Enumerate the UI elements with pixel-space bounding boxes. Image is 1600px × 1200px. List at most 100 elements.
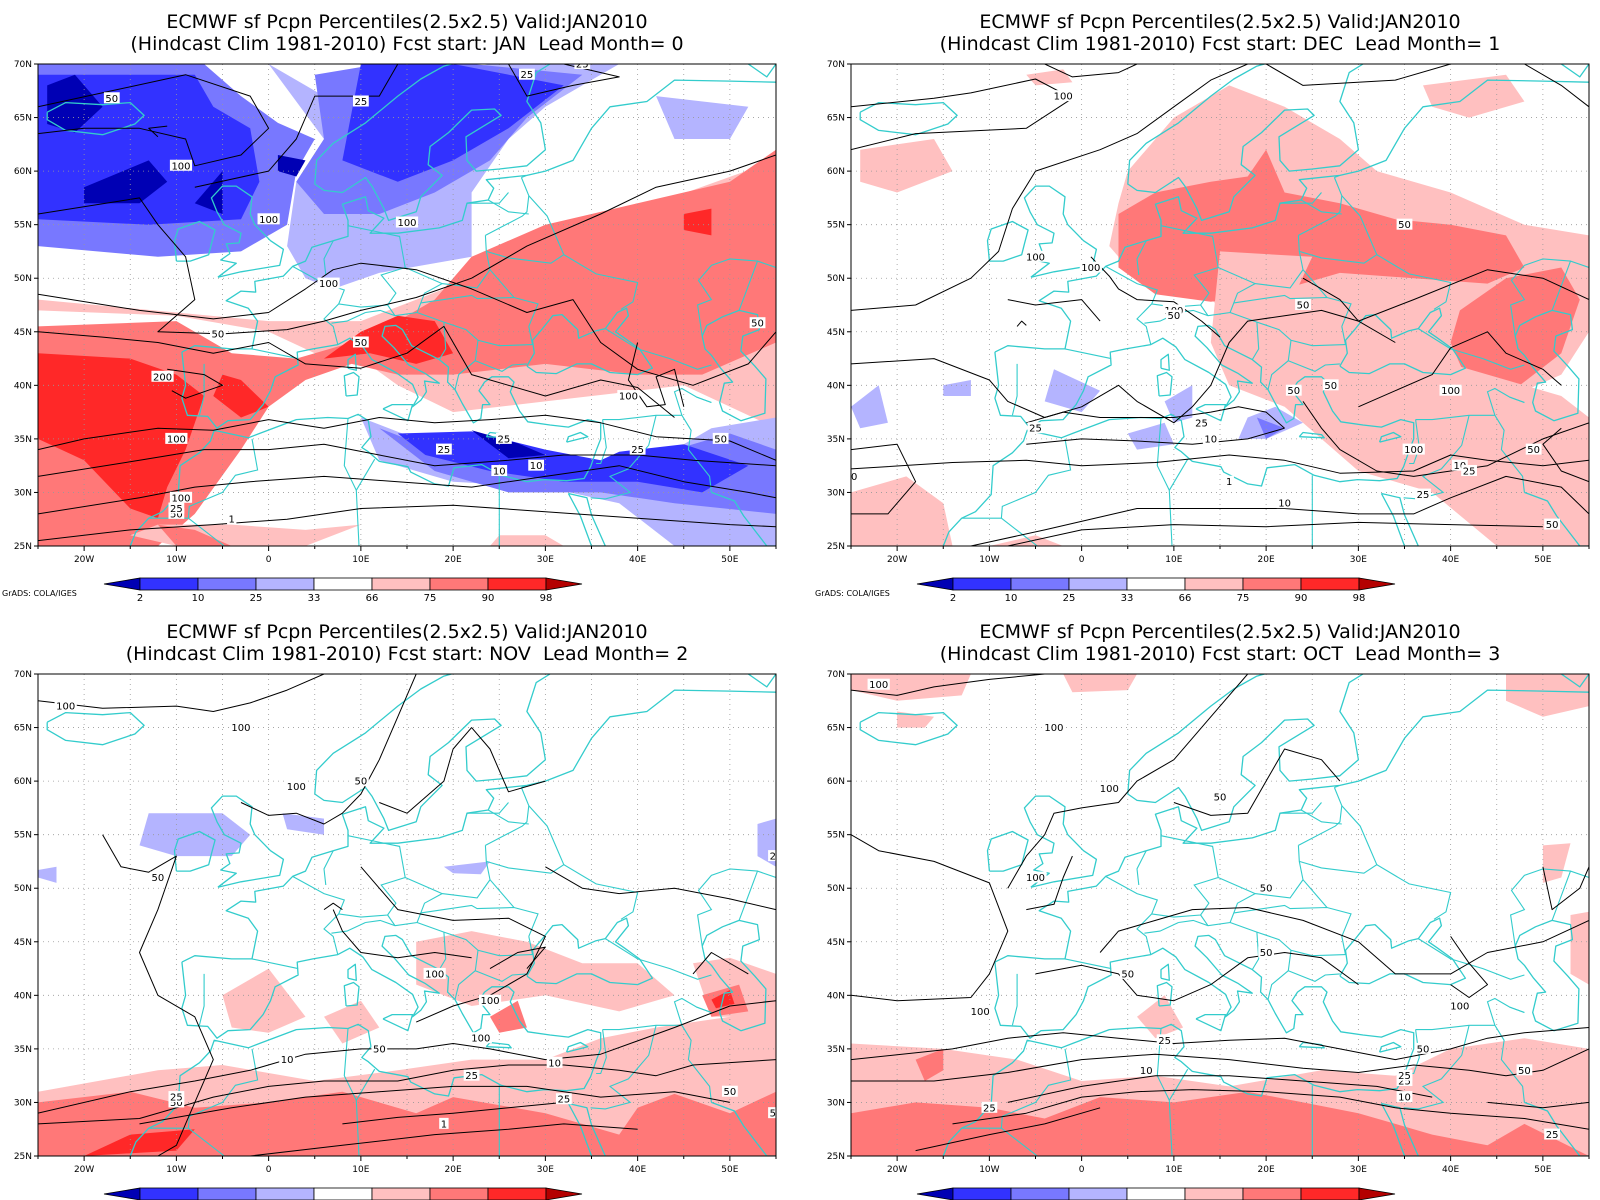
graticule [851,674,1589,1156]
country-border [485,787,530,846]
colorbar-arrow-high [1358,1187,1396,1200]
colorbar-swatch [197,1187,257,1200]
shaded-region [397,431,749,493]
panel-title-line1: ECMWF sf Pcpn Percentiles(2.5x2.5) Valid… [166,11,647,33]
contour-label: 25 [521,70,534,81]
contour-label: 100 [1441,386,1460,397]
country-border [528,805,565,865]
latitude-label: 35N [827,1045,845,1055]
country-border [521,174,528,179]
contour-line [1099,907,1589,975]
contour-label: 25 [355,97,368,108]
longitude-label: 0 [266,1165,272,1175]
contour-label: 50 [1297,301,1310,312]
country-border [1217,845,1304,899]
longitude-label: 20E [445,1165,462,1175]
map-panel-1: ECMWF sf Pcpn Percentiles(2.5x2.5) Valid… [815,11,1590,604]
coastline [181,689,776,963]
colorbar-label: 25 [1063,593,1076,604]
country-border [1299,250,1452,310]
contour-label: 50 [1546,520,1559,531]
contour-labels: 1001001005010050501005025105025251010025… [867,678,1560,1141]
contour-label: 10 [493,467,506,478]
contour-label: 100 [1081,263,1100,274]
coastline [210,185,285,278]
longitude-label: 40E [1442,555,1459,565]
latitude-label: 40N [14,381,32,391]
shaded-region [943,380,971,396]
contour-line [38,325,675,418]
contour-label: 100 [869,680,888,691]
coastline [1127,64,1364,222]
contour-label: 25 [170,504,183,515]
colorbar-label: 75 [1237,593,1250,604]
contour-line [1487,1101,1589,1109]
colorbar-swatch [1126,577,1186,591]
country-border [1418,938,1451,960]
panel-title-line1: ECMWF sf Pcpn Percentiles(2.5x2.5) Valid… [979,621,1460,643]
country-border [1280,802,1322,814]
coastline [347,353,357,371]
latitude-label: 45N [827,328,845,338]
latitude-label: 60N [827,167,845,177]
country-border [475,970,527,983]
contour-label: 50 [355,777,368,788]
country-border [1409,419,1420,465]
coastline [1380,492,1419,546]
colorbar-swatch [139,1187,199,1200]
shaded-region [1423,74,1525,118]
colorbar-label: 98 [540,593,553,604]
latitude-label: 55N [14,221,32,231]
longitude-label: 40E [629,1165,646,1175]
country-border [1288,970,1340,983]
contour-label: 50 [845,472,858,483]
colorbar-arrow-high [1358,577,1396,591]
country-border [1144,922,1179,934]
contour-label: 25 [576,60,589,71]
country-border [1178,893,1256,927]
coastline [526,307,654,376]
shaded-region [851,476,953,546]
panel-title-line1: ECMWF sf Pcpn Percentiles(2.5x2.5) Valid… [979,11,1460,33]
longitude-label: 10E [352,1165,369,1175]
shaded-region [860,139,953,193]
coastline [701,309,767,422]
longitude-label: 20E [1258,1165,1275,1175]
contour-line [332,909,472,959]
contour-line [139,1085,730,1125]
longitude-label: 20W [887,1165,907,1175]
coastline [343,371,360,397]
contour-label: 25 [1546,1130,1559,1141]
contour-label: 100 [971,1007,990,1018]
country-border [323,850,334,886]
country-border [1168,1068,1189,1156]
latitude-label: 40N [827,991,845,1001]
colorbar-swatch [1242,577,1302,591]
contour-label: 100 [1100,784,1119,795]
country-border [489,879,515,908]
latitude-label: 55N [14,831,32,841]
coastline [1127,674,1364,832]
shaded-region [656,96,749,139]
country-border [596,1029,607,1075]
coastline [1560,64,1589,78]
shaded-region [213,374,269,418]
longitude-label: 0 [266,555,272,565]
latitude-label: 50N [14,274,32,284]
contour-label: 25 [1029,424,1042,435]
country-border [1136,240,1147,276]
contour-labels: 50 25251001005050100100200100100502525105… [103,60,766,526]
map-panel-3: ECMWF sf Pcpn Percentiles(2.5x2.5) Valid… [815,621,1590,1200]
shaded-region [282,813,324,835]
country-border [1300,809,1342,825]
longitude-label: 10W [166,555,186,565]
contour-label: 50 [751,319,764,330]
latitude-label: 25N [827,1152,845,1162]
contour-line [851,64,1248,311]
contour-line [38,74,270,167]
latitude-label: 60N [14,167,32,177]
shaded-region [915,1048,944,1081]
coastline [942,324,1415,546]
